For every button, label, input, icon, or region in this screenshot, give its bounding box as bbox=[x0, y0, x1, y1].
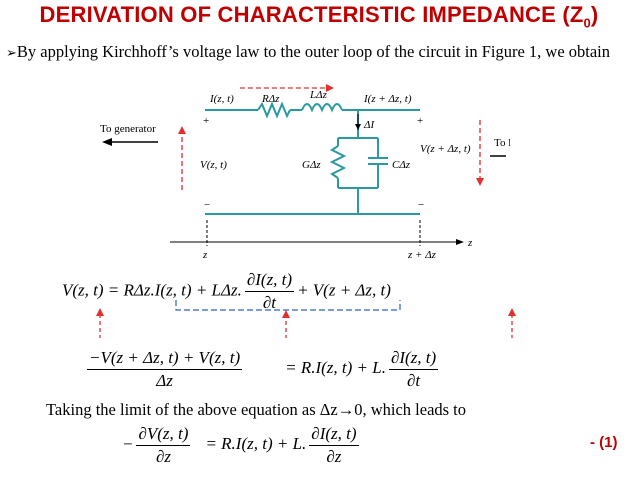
axis-z-label: z bbox=[467, 237, 473, 249]
equation-kvl: V(z, t) = RΔz.I(z, t) + LΔz. ∂I(z, t) ∂t + … bbox=[62, 270, 391, 312]
to-generator-label: To generator bbox=[100, 123, 156, 135]
fraction-dv-dz: ∂V(z, t) ∂z bbox=[136, 424, 191, 466]
limit-sentence: Taking the limit of the above equation a… bbox=[46, 400, 467, 419]
z-plus-dz-label: z + Δz bbox=[407, 249, 437, 261]
fraction-di-dt: ∂I(z, t) ∂t bbox=[244, 270, 295, 312]
equation-connectors bbox=[96, 300, 516, 338]
voltage-right-label: V(z + Δz, t) bbox=[420, 143, 471, 155]
equation-number-tag: - (1) bbox=[590, 434, 618, 451]
fraction-di-dz: ∂I(z, t) ∂z bbox=[309, 424, 359, 466]
circuit-diagram: I(z, t) RΔz LΔz I(z + Δz, t) ΔI GΔz CΔz … bbox=[100, 84, 510, 261]
bullet-arrow-icon: ➢ bbox=[6, 45, 17, 60]
delta-i-label: ΔI bbox=[363, 119, 375, 131]
current-right-label: I(z + Δz, t) bbox=[363, 93, 412, 105]
fraction-voltage-diff: −V(z + Δz, t) + V(z, t) Δz bbox=[87, 348, 243, 390]
voltage-left-label: V(z, t) bbox=[200, 159, 227, 171]
current-left-label: I(z, t) bbox=[209, 93, 234, 105]
plus-left: + bbox=[203, 115, 209, 127]
intro-paragraph: ➢By applying Kirchhoff’s voltage law to … bbox=[6, 42, 611, 61]
z-label: z bbox=[202, 249, 208, 261]
equation-telegrapher: − ∂V(z, t) ∂z = R.I(z, t) + L. ∂I(z, t) ∂z bbox=[122, 424, 359, 466]
plus-right: + bbox=[417, 115, 423, 127]
minus-right: − bbox=[418, 199, 424, 211]
inductance-label: LΔz bbox=[309, 89, 328, 101]
to-load-label: To load bbox=[494, 137, 510, 149]
conductance-label: GΔz bbox=[302, 159, 321, 171]
resistance-label: RΔz bbox=[261, 93, 280, 105]
equation-rearranged: −V(z + Δz, t) + V(z, t) Δz = R.I(z, t) + L… bbox=[87, 348, 439, 390]
arrow-left-icon bbox=[102, 138, 112, 146]
slide-title: DERIVATION OF CHARACTERISTIC IMPEDANCE (… bbox=[39, 2, 599, 31]
minus-left: − bbox=[204, 199, 210, 211]
capacitance-label: CΔz bbox=[392, 159, 411, 171]
fraction-di-dt-2: ∂I(z, t) ∂t bbox=[388, 348, 439, 390]
